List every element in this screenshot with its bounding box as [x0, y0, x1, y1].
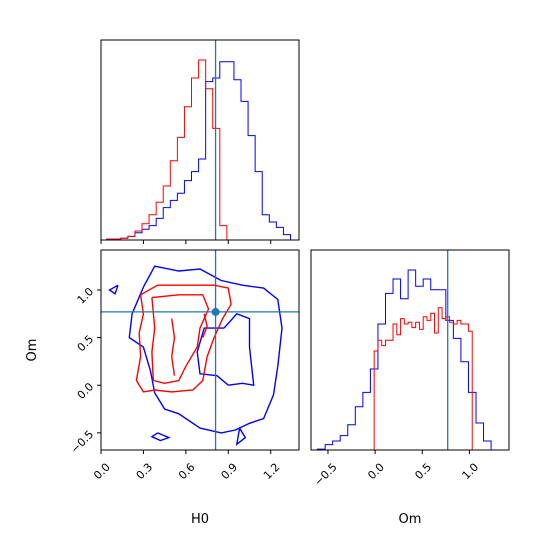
- x-tick-label: −0.5: [312, 461, 340, 489]
- x-tick-label: 0.5: [412, 461, 434, 483]
- y-tick-label: 0.5: [75, 333, 97, 355]
- panel-frame: [310, 249, 510, 451]
- panel-hist-H0: [106, 40, 292, 240]
- panel-hist-Om: [317, 250, 492, 450]
- y-tick-label: 0.0: [75, 380, 97, 402]
- x-tick-label: 0.0: [91, 461, 113, 483]
- panel-background: [101, 250, 299, 450]
- contour-blue-level: [196, 312, 255, 387]
- contour-blue-level: [108, 284, 119, 295]
- x-tick-label: 1.0: [460, 461, 482, 483]
- y-axis-label: Om: [25, 339, 40, 362]
- histogram-blue-series: [317, 269, 492, 450]
- truth-marker: [211, 307, 220, 316]
- contour-red-level: [151, 294, 210, 385]
- panel-background: [311, 250, 509, 450]
- background-layer: [101, 40, 509, 450]
- x-axis-label: Om: [399, 512, 422, 527]
- x-tick-label: 0.6: [176, 461, 198, 483]
- x-axis-label: H0: [191, 512, 209, 527]
- x-tick-label: 0.9: [218, 461, 240, 483]
- panel-frame: [100, 39, 300, 241]
- y-tick-label: 1.0: [75, 285, 97, 307]
- x-tick-label: 1.2: [261, 461, 283, 483]
- x-tick-label: 0.0: [365, 461, 387, 483]
- y-tick-label: −0.5: [68, 428, 96, 456]
- contour-red-level: [170, 318, 176, 376]
- histogram-red-series: [106, 59, 228, 240]
- contour-blue-level: [150, 432, 171, 442]
- panel-background: [101, 40, 299, 240]
- histogram-blue-series: [106, 61, 292, 240]
- contour-red-level: [135, 284, 232, 393]
- x-tick-label: 0.3: [134, 461, 156, 483]
- panel-contour-H0-Om: [101, 250, 299, 450]
- histogram-red-series: [373, 307, 473, 450]
- contour-blue-level: [235, 427, 247, 446]
- data-layer: [101, 40, 492, 450]
- panel-frame: [100, 249, 300, 451]
- contour-red-level: [202, 313, 208, 338]
- contour-blue-level: [128, 265, 283, 434]
